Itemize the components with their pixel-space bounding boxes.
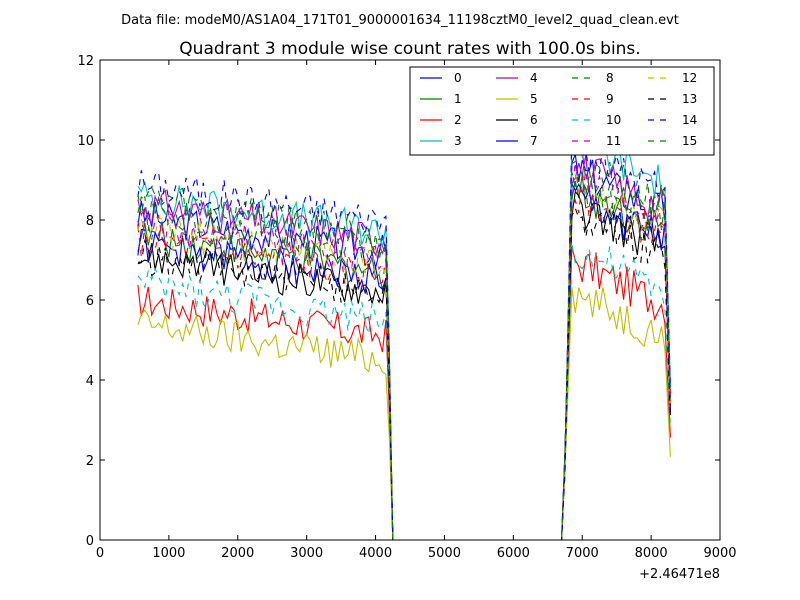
legend-label-11: 11: [606, 134, 621, 148]
x-tick-label: 8000: [635, 546, 668, 561]
series-line-13: [137, 206, 671, 541]
legend-label-4: 4: [530, 71, 538, 85]
ticks-layer: 0 1000 2000 3000 4000 5000 6000 7000 8000 9000 0 2 4…: [77, 54, 736, 561]
legend-label-7: 7: [530, 134, 538, 148]
x-tick-label: 2000: [221, 546, 254, 561]
figure-suptitle: Data file: modeM0/AS1A04_171T01_90000016…: [121, 13, 679, 28]
series-line-12: [137, 171, 671, 541]
y-tick-label: 2: [86, 454, 94, 469]
legend-label-6: 6: [530, 113, 538, 127]
x-tick-label: 6000: [497, 546, 530, 561]
x-axis-offset-label: +2.46471e8: [639, 567, 720, 582]
series-layer: [137, 128, 671, 541]
x-tick-label: 4000: [359, 546, 392, 561]
series-line-2: [137, 246, 671, 541]
series-line-10: [137, 243, 671, 541]
x-tick-label: 9000: [703, 546, 736, 561]
legend-label-13: 13: [682, 92, 697, 106]
legend-label-3: 3: [454, 134, 462, 148]
x-tick-label: 7000: [566, 546, 599, 561]
y-tick-label: 8: [86, 214, 94, 229]
legend-label-0: 0: [454, 71, 462, 85]
y-tick-label: 6: [86, 294, 94, 309]
series-line-15: [137, 169, 671, 541]
series-line-5: [137, 287, 671, 541]
y-tick-label: 4: [86, 374, 94, 389]
series-line-14: [137, 128, 671, 541]
legend-label-14: 14: [682, 113, 697, 127]
x-tick-label: 3000: [290, 546, 323, 561]
plot-area: 0 1000 2000 3000 4000 5000 6000 7000 8000 9000 0 2 4…: [77, 54, 736, 561]
y-tick-label: 0: [86, 534, 94, 549]
legend-label-5: 5: [530, 92, 538, 106]
x-tick-label: 0: [96, 546, 104, 561]
legend-label-15: 15: [682, 134, 697, 148]
x-tick-label: 5000: [428, 546, 461, 561]
legend-label-10: 10: [606, 113, 621, 127]
x-tick-label: 1000: [152, 546, 185, 561]
y-tick-label: 10: [77, 134, 94, 149]
legend-label-8: 8: [606, 71, 614, 85]
series-line-3: [137, 133, 671, 541]
legend-label-2: 2: [454, 113, 462, 127]
legend-label-9: 9: [606, 92, 614, 106]
legend-label-1: 1: [454, 92, 462, 106]
y-tick-label: 12: [77, 54, 94, 69]
legend-box: [409, 66, 715, 156]
chart-title: Quadrant 3 module wise count rates with …: [179, 39, 640, 59]
legend-label-12: 12: [682, 71, 697, 85]
series-line-7: [137, 183, 671, 541]
